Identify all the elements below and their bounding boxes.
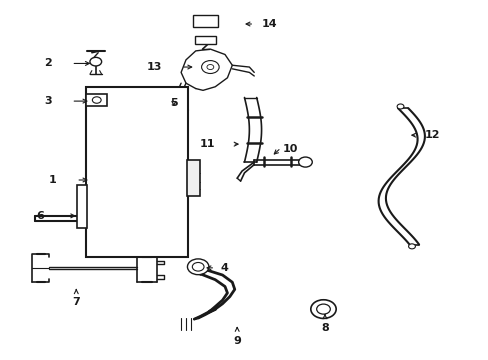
Circle shape xyxy=(92,97,101,103)
Circle shape xyxy=(206,64,213,69)
Circle shape xyxy=(408,244,415,249)
Text: 9: 9 xyxy=(233,336,241,346)
Circle shape xyxy=(90,57,102,66)
Bar xyxy=(193,15,217,27)
Bar xyxy=(77,185,87,228)
Circle shape xyxy=(316,304,330,314)
Circle shape xyxy=(298,157,312,167)
Text: 11: 11 xyxy=(199,139,215,149)
Circle shape xyxy=(201,60,219,73)
Bar xyxy=(86,94,107,107)
Circle shape xyxy=(192,262,203,271)
Text: 6: 6 xyxy=(37,211,44,221)
Bar xyxy=(86,87,188,257)
Bar xyxy=(194,36,216,44)
Text: 7: 7 xyxy=(72,297,80,307)
Circle shape xyxy=(187,259,208,275)
Text: 12: 12 xyxy=(424,130,440,140)
Text: 14: 14 xyxy=(261,19,277,29)
Text: 2: 2 xyxy=(44,58,52,68)
Text: 3: 3 xyxy=(44,96,52,106)
Text: 8: 8 xyxy=(321,323,328,333)
Text: 10: 10 xyxy=(283,144,298,154)
Text: 13: 13 xyxy=(146,62,161,72)
Text: 5: 5 xyxy=(170,98,177,108)
Circle shape xyxy=(310,300,335,319)
Text: 4: 4 xyxy=(220,263,227,273)
Bar xyxy=(187,160,199,196)
Text: 1: 1 xyxy=(49,175,57,185)
Circle shape xyxy=(396,104,403,109)
